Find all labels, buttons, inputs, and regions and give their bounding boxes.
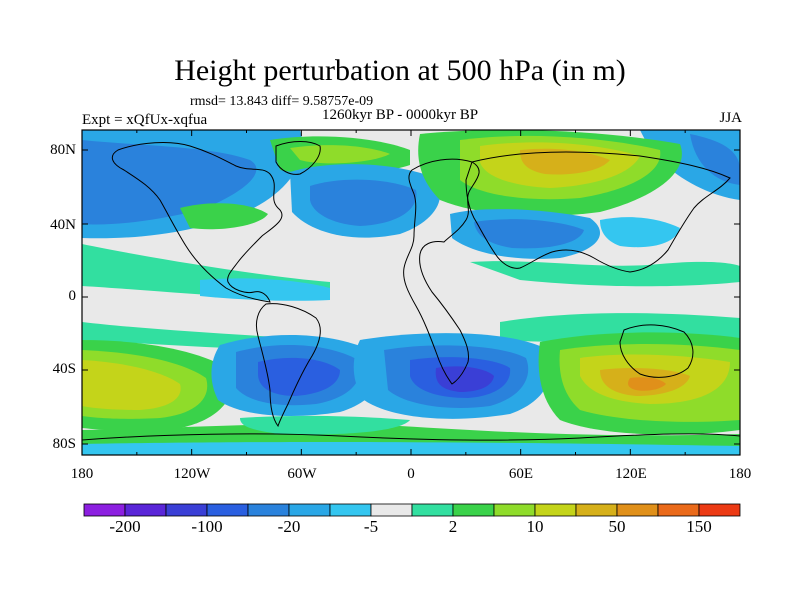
coastlines	[82, 141, 740, 441]
contour-region	[200, 278, 330, 301]
contour-region	[82, 360, 181, 410]
colorbar-label: -200	[109, 517, 140, 536]
experiment-label: Expt = xQfUx-xqfua	[82, 112, 208, 128]
rmsd-stats: rmsd= 13.843 diff= 9.58757e-09	[190, 94, 374, 109]
colorbar-swatch	[370, 503, 413, 517]
colorbar-swatch	[575, 503, 618, 517]
contour-region	[470, 261, 740, 287]
lat-tick-label: 80S	[53, 436, 76, 452]
colorbar-swatch	[452, 503, 495, 517]
colorbar-swatch	[83, 503, 126, 517]
lon-tick-label: 60E	[509, 466, 533, 482]
colorbar-swatch	[124, 503, 167, 517]
colorbar-swatch	[329, 503, 372, 517]
colorbar-label: 150	[686, 517, 712, 536]
colorbar-swatch	[165, 503, 208, 517]
lon-tick-label: 0	[407, 466, 415, 482]
colorbar-label: 50	[609, 517, 626, 536]
contour-region	[240, 415, 410, 435]
lat-tick-label: 80N	[50, 142, 76, 158]
colorbar-label: -100	[191, 517, 222, 536]
colorbar-swatch	[206, 503, 249, 517]
lon-tick-label: 180	[729, 466, 752, 482]
axis-ticks	[81, 130, 741, 455]
colorbar-label: 2	[449, 517, 458, 536]
lat-tick-label: 0	[69, 288, 77, 304]
lon-tick-label: 120E	[615, 466, 647, 482]
season-label: JJA	[719, 110, 742, 126]
colorbar-label: -20	[278, 517, 301, 536]
colorbar-label: -5	[364, 517, 378, 536]
contour-region	[474, 219, 584, 249]
colorbar-swatch	[288, 503, 331, 517]
lat-tick-label: 40N	[50, 217, 76, 233]
colorbar-swatch	[411, 503, 454, 517]
contour-region	[435, 366, 494, 392]
height-field	[82, 130, 740, 455]
period-label: 1260kyr BP - 0000kyr BP	[322, 107, 479, 123]
contour-region	[628, 377, 666, 391]
contour-region	[690, 134, 740, 185]
colorbar-labels: -200 -100 -20 -5 2 10 50 150	[109, 517, 711, 536]
contour-region	[520, 148, 610, 175]
lon-tick-label: 60W	[287, 466, 317, 482]
colorbar-swatch	[493, 503, 536, 517]
colorbar-swatch	[534, 503, 577, 517]
contour-region	[82, 442, 740, 455]
colorbar-swatch	[616, 503, 659, 517]
contour-region	[258, 357, 340, 396]
map-title: Height perturbation at 500 hPa (in m)	[174, 54, 626, 87]
contour-region	[310, 179, 417, 226]
colorbar	[83, 503, 741, 517]
colorbar-swatch	[698, 503, 741, 517]
colorbar-label: 10	[527, 517, 544, 536]
colorbar-swatch	[657, 503, 700, 517]
contour-region	[600, 217, 680, 248]
lat-tick-label: 40S	[53, 361, 76, 377]
lon-tick-label: 180	[71, 466, 94, 482]
colorbar-swatch	[247, 503, 290, 517]
lon-tick-label: 120W	[174, 466, 212, 482]
contour-region	[290, 145, 390, 164]
contour-region	[180, 203, 268, 230]
